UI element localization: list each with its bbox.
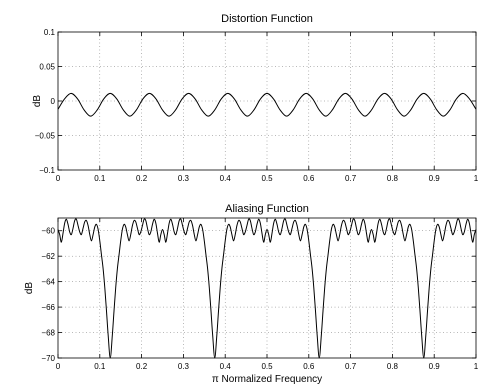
aliasing-x-tick-label: 0.8	[387, 362, 399, 371]
distortion-x-tick-label: 0.6	[303, 174, 315, 183]
aliasing-x-tick-label: 0	[56, 362, 61, 371]
aliasing-y-axis-label: dB	[24, 282, 35, 295]
distortion-y-tick-label: −0.05	[35, 132, 56, 141]
distortion-x-tick-label: 1	[474, 174, 479, 183]
distortion-y-axis-label: dB	[32, 95, 43, 108]
distortion-y-tick-label: −0.1	[39, 166, 55, 175]
distortion-x-tick-label: 0.2	[136, 174, 148, 183]
aliasing-subplot: 0 0.1 0.2 0.3 0.4 0.5 0.6 0.7 0.8 0.9 1 −70 −68 −66 −6…	[24, 203, 479, 385]
aliasing-x-tick-label: 0.3	[178, 362, 190, 371]
aliasing-x-tick-label: 0.4	[220, 362, 232, 371]
distortion-subplot: 0 0.1 0.2 0.3 0.4 0.5 0.6 0.7 0.8 0.9 1 −0.1 −0.05 0 0…	[32, 13, 479, 183]
distortion-curve	[57, 92, 477, 117]
distortion-x-tick-label: 0.9	[429, 174, 441, 183]
aliasing-x-tick-label: 0.9	[429, 362, 441, 371]
distortion-chart-title: Distortion Function	[221, 13, 313, 25]
aliasing-x-tick-label: 0.2	[136, 362, 148, 371]
aliasing-y-tick-label: −66	[41, 303, 55, 312]
distortion-x-tick-label: 0.1	[94, 174, 106, 183]
aliasing-y-tick-label: −62	[41, 252, 55, 261]
aliasing-x-tick-label: 0.7	[345, 362, 357, 371]
aliasing-x-tick-label: 0.6	[303, 362, 315, 371]
aliasing-x-tick-label: 1	[474, 362, 479, 371]
distortion-x-tick-label: 0	[56, 174, 61, 183]
distortion-x-tick-label: 0.7	[345, 174, 357, 183]
aliasing-y-tick-label: −68	[41, 329, 55, 338]
distortion-x-tick-label: 0.8	[387, 174, 399, 183]
aliasing-y-tick-label: −60	[41, 227, 55, 236]
distortion-y-tick-label: 0.1	[44, 28, 56, 37]
aliasing-y-tick-label: −64	[41, 278, 55, 287]
distortion-x-tick-label: 0.4	[220, 174, 232, 183]
distortion-x-tick-label: 0.3	[178, 174, 190, 183]
distortion-y-tick-label: 0.05	[39, 63, 55, 72]
aliasing-axes-frame	[57, 217, 477, 359]
distortion-x-tick-label: 0.5	[261, 174, 273, 183]
distortion-y-tick-label: 0	[51, 97, 56, 106]
distortion-axes-frame	[57, 31, 477, 171]
aliasing-x-tick-label: 0.1	[94, 362, 106, 371]
aliasing-y-tick-label: −70	[41, 354, 55, 363]
aliasing-x-axis-label: π Normalized Frequency	[212, 374, 322, 385]
aliasing-curve	[57, 218, 477, 359]
aliasing-x-tick-label: 0.5	[261, 362, 273, 371]
aliasing-chart-title: Aliasing Function	[225, 203, 309, 215]
